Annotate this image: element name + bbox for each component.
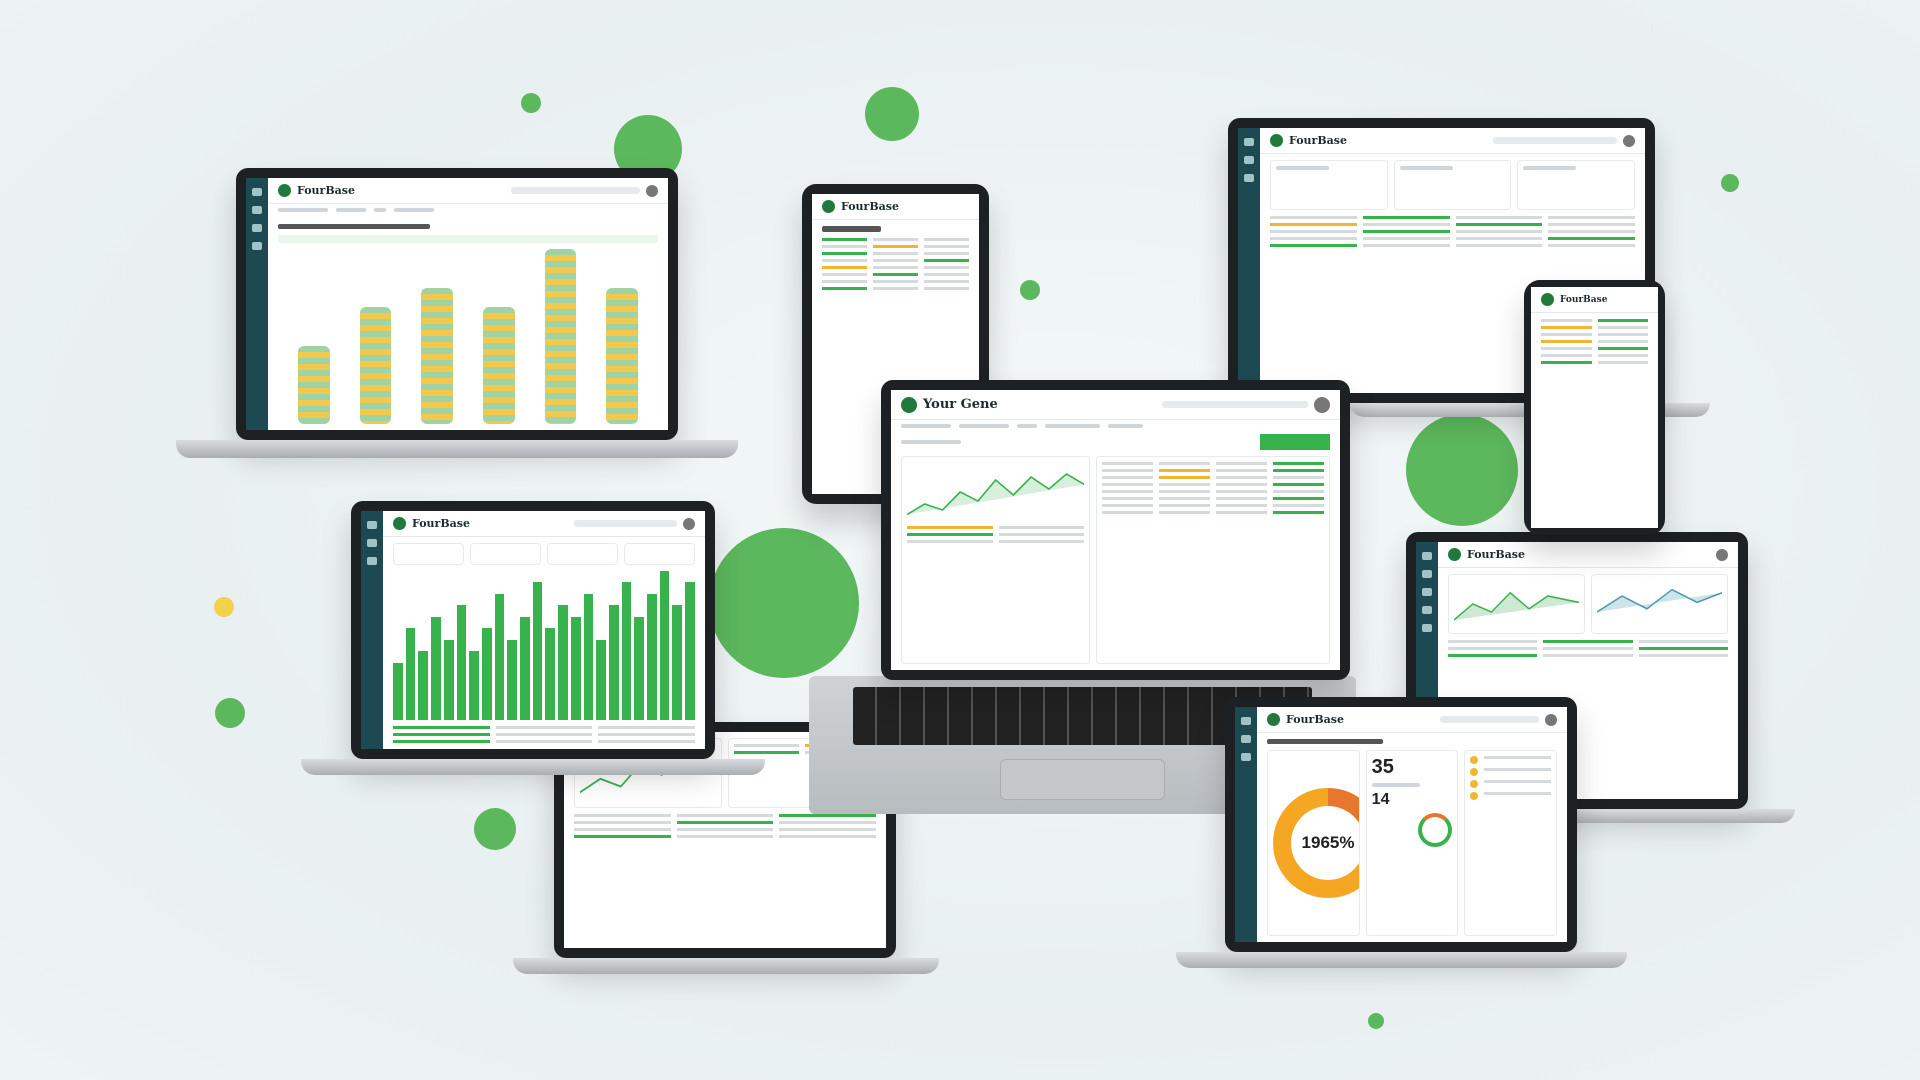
sidebar[interactable]	[246, 178, 268, 430]
gauge	[1418, 813, 1453, 847]
bar	[532, 582, 543, 720]
bar	[456, 605, 467, 720]
logo-icon	[1448, 548, 1461, 561]
decorative-dot	[521, 93, 541, 113]
bar	[507, 639, 518, 720]
logo-icon	[901, 396, 917, 413]
avatar[interactable]	[1623, 134, 1635, 147]
search-input[interactable]	[510, 187, 640, 194]
bar	[443, 639, 454, 720]
stat-card	[1270, 160, 1388, 210]
green-action-button[interactable]	[1260, 434, 1330, 450]
stacked-bar-chart	[278, 249, 658, 424]
avatar[interactable]	[683, 517, 695, 530]
data-table	[1541, 319, 1648, 364]
bar	[685, 582, 695, 720]
bar	[672, 605, 683, 720]
data-table	[1448, 640, 1728, 657]
avatar[interactable]	[1314, 396, 1330, 413]
decorative-dot	[1721, 174, 1739, 192]
data-table	[1270, 216, 1635, 247]
logo: FourBase	[1467, 548, 1525, 561]
bar	[431, 616, 441, 720]
logo: FourBase	[1286, 713, 1344, 726]
data-table	[393, 726, 696, 743]
decorative-dot	[1368, 1013, 1384, 1029]
logo: FourBase	[841, 200, 899, 213]
nav-bar[interactable]	[891, 420, 1340, 434]
bar	[596, 639, 606, 720]
stats-card: 35 14	[1365, 750, 1459, 936]
trackpad[interactable]	[1000, 758, 1165, 801]
logo-icon	[822, 200, 835, 213]
decorative-dot	[865, 87, 919, 141]
avatar[interactable]	[646, 184, 658, 197]
sidebar[interactable]	[361, 511, 383, 749]
line-chart	[901, 456, 1091, 664]
bar	[405, 628, 416, 720]
area-chart	[1591, 574, 1728, 634]
search-input[interactable]	[1162, 401, 1308, 408]
avatar[interactable]	[1716, 548, 1728, 561]
sidebar[interactable]	[1238, 128, 1260, 393]
nav-bar[interactable]	[268, 204, 668, 218]
stacked-bar	[421, 287, 454, 424]
bar	[494, 593, 505, 720]
stat-value: 35	[1371, 756, 1394, 778]
stacked-bar	[606, 287, 639, 424]
decorative-dot	[215, 698, 245, 728]
bar	[418, 651, 429, 720]
bar	[621, 582, 632, 720]
logo: FourBase	[1289, 134, 1347, 147]
search-input[interactable]	[574, 520, 677, 527]
bar-chart	[393, 571, 695, 720]
donut-card: 1965%	[1267, 750, 1360, 936]
bar	[520, 616, 530, 720]
stacked-bar	[544, 249, 577, 424]
bar	[481, 628, 492, 720]
logo-icon	[1270, 134, 1283, 147]
bar	[647, 593, 657, 720]
decorative-dot	[214, 597, 234, 617]
logo: FourBase	[412, 517, 470, 530]
decorative-dot	[1406, 414, 1518, 526]
avatar[interactable]	[1545, 713, 1557, 726]
bar	[659, 571, 670, 720]
stacked-bar	[483, 307, 515, 424]
logo: FourBase	[1560, 294, 1608, 305]
decorative-dot	[709, 528, 859, 678]
logo-icon	[1267, 713, 1280, 726]
logo-icon	[1541, 293, 1554, 306]
logo: Your Gene	[923, 397, 998, 412]
bar	[558, 605, 568, 720]
donut-chart: 1965%	[1273, 788, 1359, 898]
logo: FourBase	[297, 184, 355, 197]
bar	[545, 628, 556, 720]
stacked-bar	[298, 346, 330, 424]
activity-list	[1464, 750, 1558, 936]
data-table	[1096, 456, 1330, 664]
bar	[570, 616, 581, 720]
search-input[interactable]	[1440, 716, 1539, 723]
search-input[interactable]	[1492, 137, 1617, 144]
area-chart	[1448, 574, 1585, 634]
bar	[393, 662, 403, 720]
data-table	[574, 814, 877, 838]
stat-card	[1393, 160, 1512, 210]
logo-icon	[393, 517, 406, 530]
decorative-dot	[1020, 280, 1040, 300]
data-table	[822, 238, 969, 290]
stat-card	[1517, 160, 1636, 210]
stacked-bar	[359, 307, 392, 424]
sidebar[interactable]	[1235, 707, 1257, 942]
logo-icon	[278, 184, 291, 197]
stat-value: 14	[1371, 791, 1390, 808]
decorative-dot	[474, 808, 516, 850]
donut-percent: 1965%	[1291, 806, 1359, 880]
bar	[634, 616, 645, 720]
bar	[583, 593, 594, 720]
bar	[608, 605, 619, 720]
bar	[469, 651, 479, 720]
